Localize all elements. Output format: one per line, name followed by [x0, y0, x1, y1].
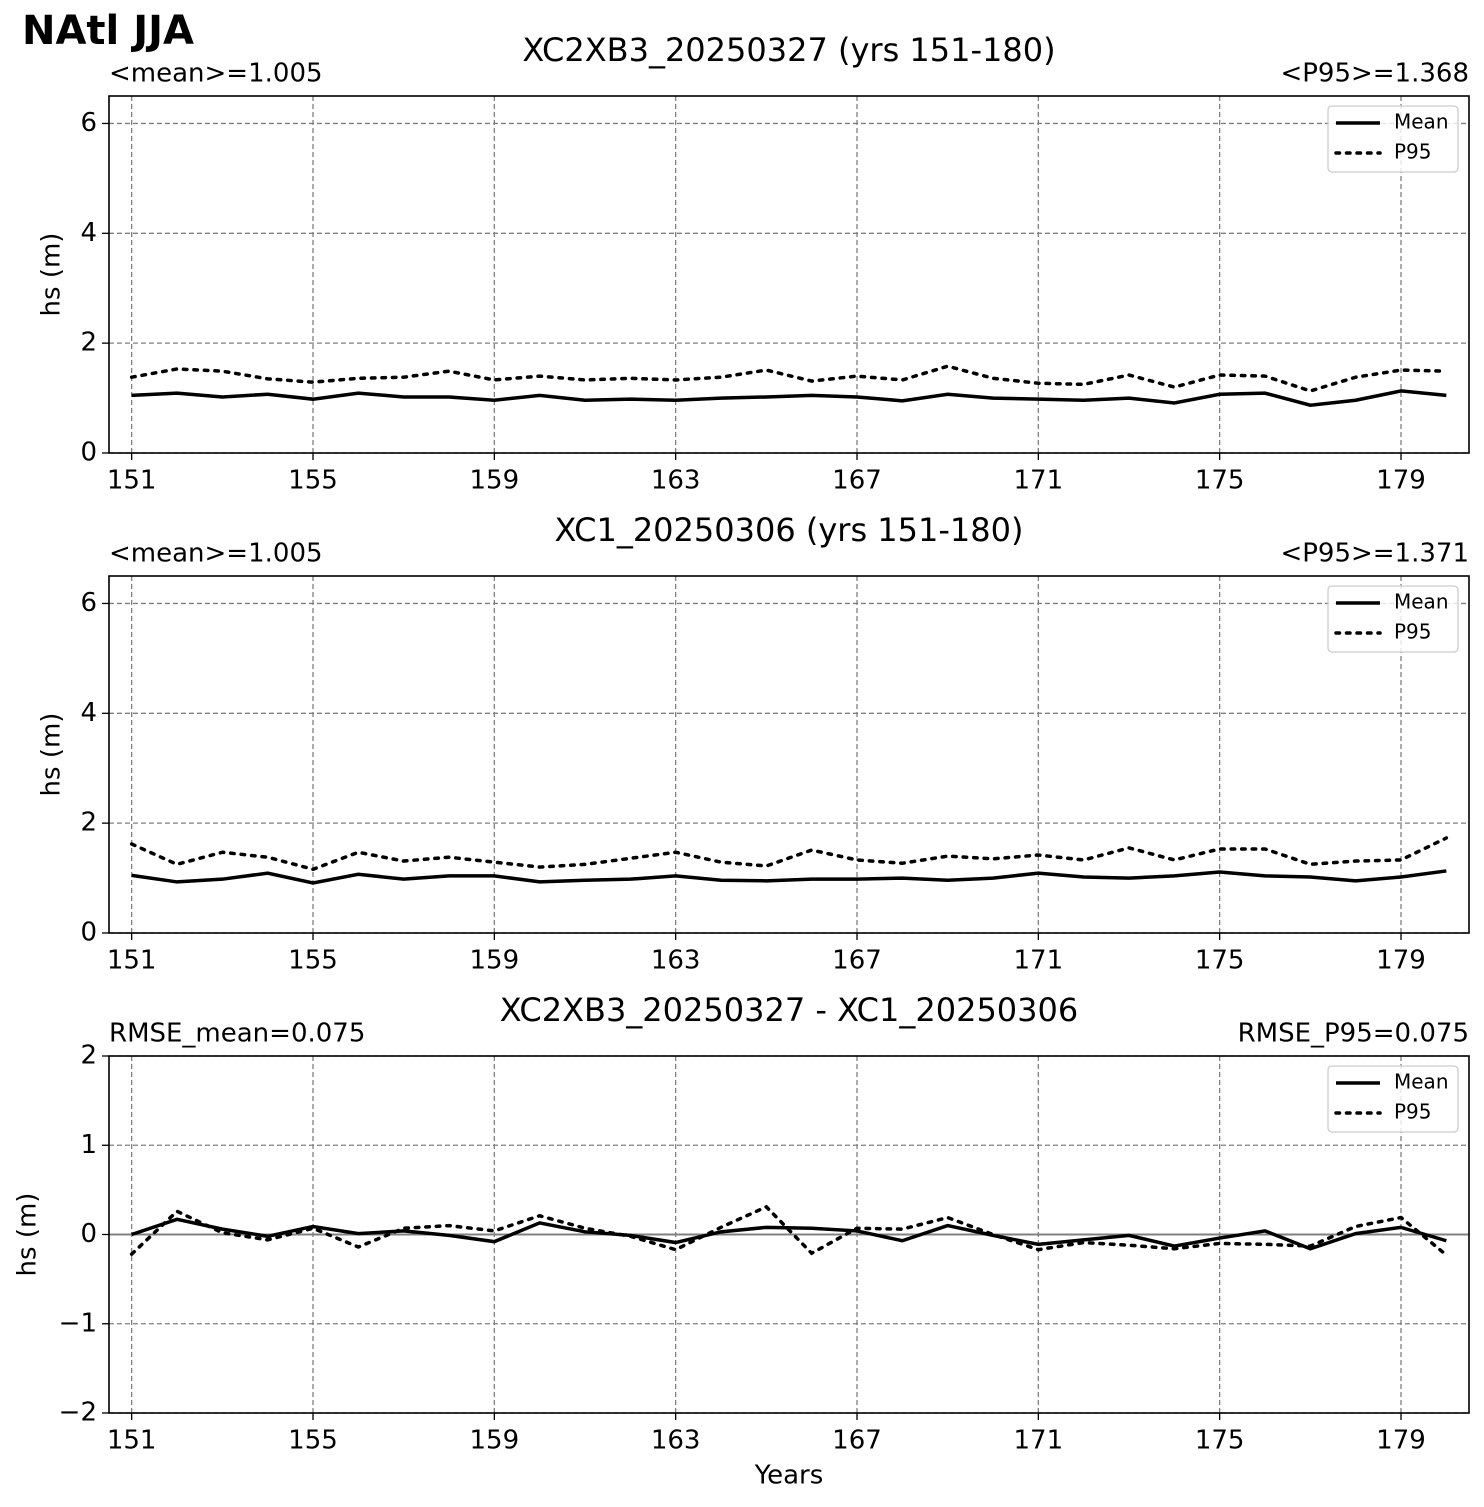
x-tick-label: 175 — [1195, 466, 1245, 496]
y-tick-label: 6 — [80, 108, 97, 138]
y-axis-label: hs (m) — [37, 713, 67, 797]
y-tick-label: 0 — [80, 1219, 97, 1249]
y-tick-label: 4 — [80, 698, 97, 728]
legend: Mean P95 — [1327, 585, 1459, 653]
y-tick-label: 2 — [80, 328, 97, 358]
right-note: RMSE_P95=0.075 — [1238, 1019, 1469, 1049]
x-tick-label: 175 — [1195, 946, 1245, 976]
x-tick-label: 151 — [107, 466, 157, 496]
legend-label: Mean — [1394, 590, 1449, 614]
x-axis-label: Years — [754, 1461, 824, 1491]
y-tick-label: 0 — [80, 918, 97, 948]
legend: Mean P95 — [1327, 105, 1459, 173]
x-tick-label: 155 — [288, 466, 338, 496]
left-note: <mean>=1.005 — [109, 59, 323, 89]
x-tick-label: 163 — [651, 946, 701, 976]
x-tick-label: 171 — [1014, 1426, 1064, 1456]
x-tick-label: 159 — [470, 946, 520, 976]
y-tick-label: 2 — [80, 1041, 97, 1071]
y-axis-label: hs (m) — [13, 1193, 43, 1277]
y-axis-label: hs (m) — [37, 233, 67, 317]
series-line — [129, 364, 1449, 393]
legend-label: Mean — [1394, 1070, 1449, 1094]
legend-label: P95 — [1394, 1100, 1432, 1124]
x-tick-label: 167 — [832, 946, 882, 976]
x-tick-label: 163 — [651, 1426, 701, 1456]
series-line — [129, 836, 1449, 872]
legend-label: P95 — [1394, 620, 1432, 644]
y-tick-label: 4 — [80, 218, 97, 248]
x-tick-label: 179 — [1376, 946, 1426, 976]
figure-title: NAtl JJA — [22, 8, 194, 54]
x-tick-label: 155 — [288, 946, 338, 976]
right-note: <P95>=1.368 — [1280, 59, 1469, 89]
y-tick-label: 2 — [80, 808, 97, 838]
x-tick-label: 159 — [470, 1426, 520, 1456]
x-tick-label: 155 — [288, 1426, 338, 1456]
chart-title: XC2XB3_20250327 - XC1_20250306 — [500, 991, 1078, 1029]
left-note: RMSE_mean=0.075 — [109, 1019, 365, 1049]
left-note: <mean>=1.005 — [109, 539, 323, 569]
series-line — [129, 1204, 1449, 1257]
y-tick-label: 1 — [80, 1130, 97, 1160]
series-line — [131, 389, 1447, 407]
x-tick-label: 167 — [832, 466, 882, 496]
plot-frame — [108, 1055, 1470, 1414]
right-note: <P95>=1.371 — [1280, 539, 1469, 569]
y-tick-label: −1 — [59, 1308, 97, 1338]
x-tick-label: 171 — [1014, 946, 1064, 976]
x-tick-label: 159 — [470, 466, 520, 496]
legend-label: Mean — [1394, 110, 1449, 134]
chart-title: XC2XB3_20250327 (yrs 151-180) — [522, 31, 1055, 69]
x-tick-label: 163 — [651, 466, 701, 496]
x-tick-label: 179 — [1376, 1426, 1426, 1456]
x-tick-label: 151 — [107, 1426, 157, 1456]
y-tick-label: −2 — [59, 1398, 97, 1428]
legend-label: P95 — [1394, 140, 1432, 164]
x-tick-label: 171 — [1014, 466, 1064, 496]
series-line — [131, 869, 1447, 885]
legend: Mean P95 — [1327, 1065, 1459, 1133]
plot-frame — [108, 575, 1470, 934]
x-tick-label: 175 — [1195, 1426, 1245, 1456]
y-tick-label: 0 — [80, 438, 97, 468]
chart-title: XC1_20250306 (yrs 151-180) — [555, 511, 1024, 549]
x-tick-label: 151 — [107, 946, 157, 976]
plot-frame — [108, 95, 1470, 454]
x-tick-label: 179 — [1376, 466, 1426, 496]
y-tick-label: 6 — [80, 588, 97, 618]
x-tick-label: 167 — [832, 1426, 882, 1456]
